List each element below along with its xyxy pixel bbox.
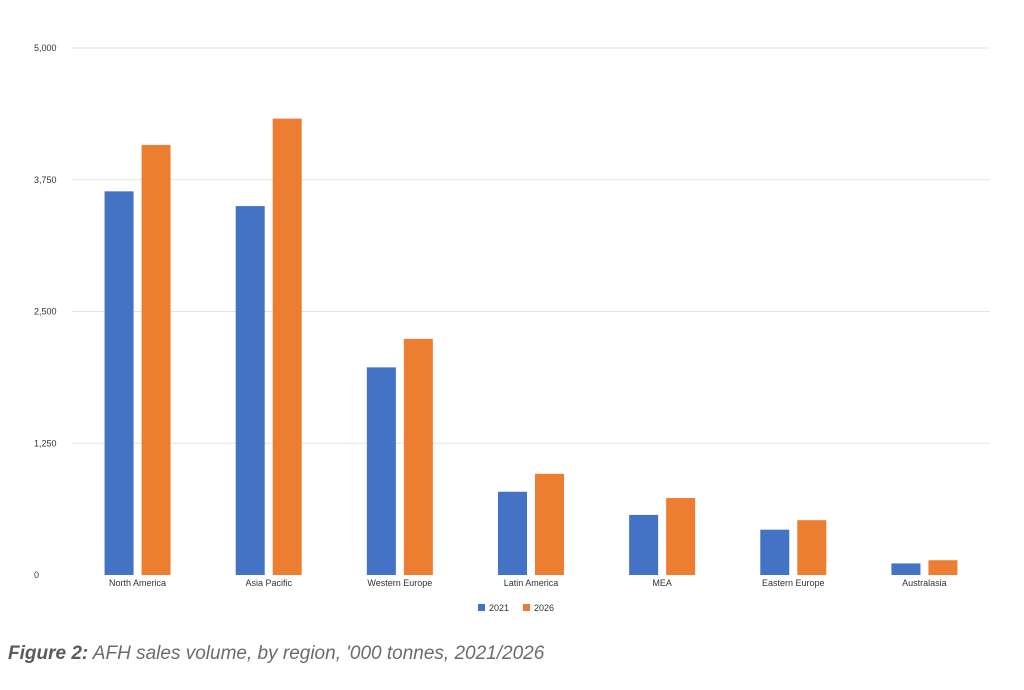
legend-label: 2021: [489, 603, 509, 613]
x-tick-label: MEA: [652, 578, 672, 588]
x-tick-label: Australasia: [902, 578, 947, 588]
y-tick-label: 0: [34, 570, 39, 580]
bar-2026-australasia: [928, 560, 958, 575]
x-tick-label: Western Europe: [367, 578, 432, 588]
gridlines: [72, 47, 990, 444]
bar-2026-mea: [666, 498, 696, 575]
bar-2021-australasia: [891, 563, 921, 575]
y-tick-label: 3,750: [34, 175, 57, 185]
bar-2021-western-europe: [366, 367, 396, 575]
x-tick-label: Latin America: [504, 578, 559, 588]
bar-2021-north-america: [104, 191, 134, 575]
x-tick-label: Asia Pacific: [245, 578, 292, 588]
bar-2026-asia-pacific: [272, 118, 302, 576]
caption-prefix: Figure 2:: [8, 643, 89, 664]
bar-2021-mea: [629, 514, 659, 575]
x-tick-label: Eastern Europe: [762, 578, 825, 588]
bar-2021-eastern-europe: [760, 529, 790, 575]
bars: [104, 118, 958, 576]
y-tick-label: 1,250: [34, 438, 57, 448]
bar-2026-north-america: [141, 144, 171, 575]
caption-text: AFH sales volume, by region, '000 tonnes…: [88, 643, 545, 664]
y-axis-ticks: 0 1,250 2,500 3,750 5,000: [34, 43, 57, 580]
legend-swatch: [523, 604, 530, 611]
bar-2021-latin-america: [498, 491, 527, 575]
legend: 2021 2026: [478, 603, 554, 613]
bar-2026-western-europe: [403, 338, 433, 575]
bar-2026-eastern-europe: [797, 520, 827, 575]
bar-chart: 0 1,250 2,500 3,750 5,000 North America Asia …: [34, 43, 990, 613]
y-tick-label: 5,000: [34, 43, 57, 53]
legend-swatch: [478, 604, 485, 611]
y-tick-label: 2,500: [34, 307, 57, 317]
bar-2026-latin-america: [535, 473, 564, 575]
bar-2021-asia-pacific: [235, 206, 265, 575]
x-tick-label: North America: [109, 578, 166, 588]
figure-caption: Figure 2: AFH sales volume, by region, '…: [8, 643, 544, 665]
x-axis-categories: North America Asia Pacific Western Europe L…: [109, 578, 947, 588]
legend-label: 2026: [534, 603, 554, 613]
